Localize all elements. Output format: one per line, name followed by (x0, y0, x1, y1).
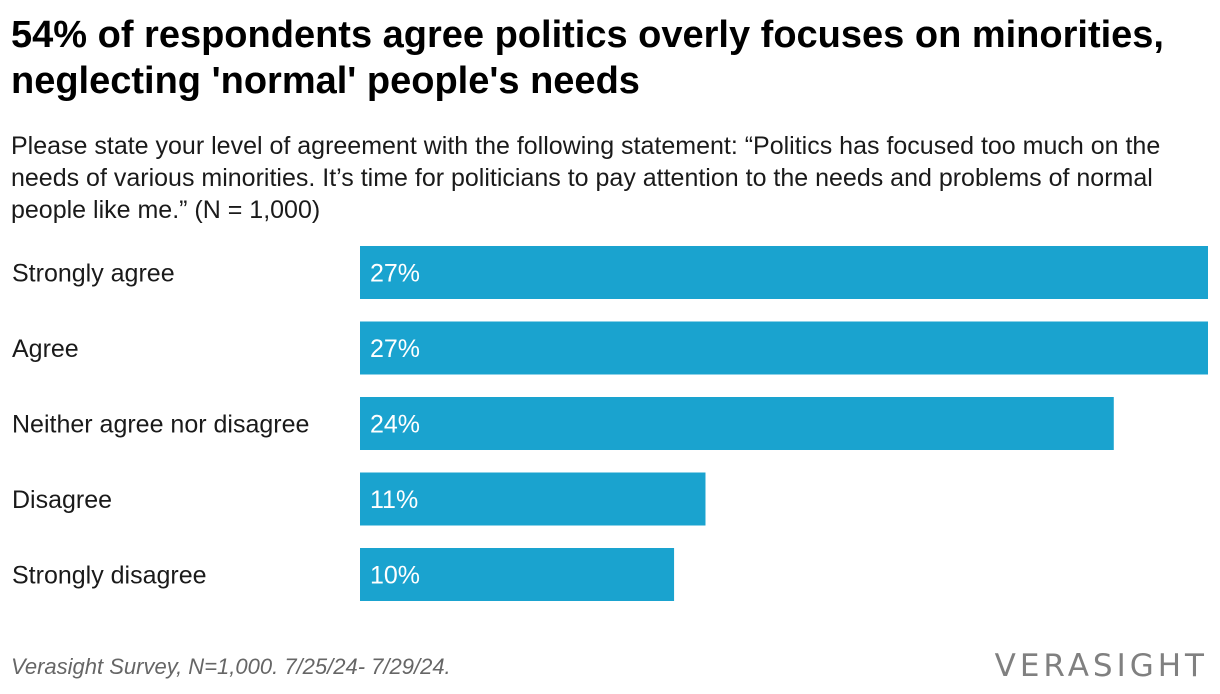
data-label-strongly-disagree: 10% (370, 562, 420, 590)
category-label-strongly-agree: Strongly agree (12, 260, 175, 288)
verasight-logo: VERASIGHT (994, 648, 1208, 684)
bar-neither-agree-nor-disagree (360, 397, 1114, 450)
data-label-disagree: 11% (370, 486, 418, 514)
category-label-neither-agree-nor-disagree: Neither agree nor disagree (12, 411, 309, 439)
chart-subtitle: Please state your level of agreement wit… (11, 132, 1161, 224)
bar-strongly-disagree (360, 548, 675, 601)
category-label-disagree: Disagree (12, 486, 112, 514)
data-label-strongly-agree: 27% (370, 260, 420, 288)
bar-disagree (360, 472, 706, 526)
source-note: Verasight Survey, N=1,000. 7/25/24- 7/29… (11, 654, 451, 679)
data-label-agree: 27% (370, 335, 420, 363)
category-label-strongly-disagree: Strongly disagree (12, 562, 207, 590)
bar-strongly-agree (360, 246, 1208, 299)
bar-chart: Strongly agree 27% Agree 27% Neither agree n… (12, 246, 1208, 601)
data-label-neither-agree-nor-disagree: 24% (370, 411, 420, 439)
category-label-agree: Agree (12, 335, 79, 363)
bar-agree (360, 321, 1208, 375)
chart-title: 54% of respondents agree politics overly… (11, 14, 1164, 102)
